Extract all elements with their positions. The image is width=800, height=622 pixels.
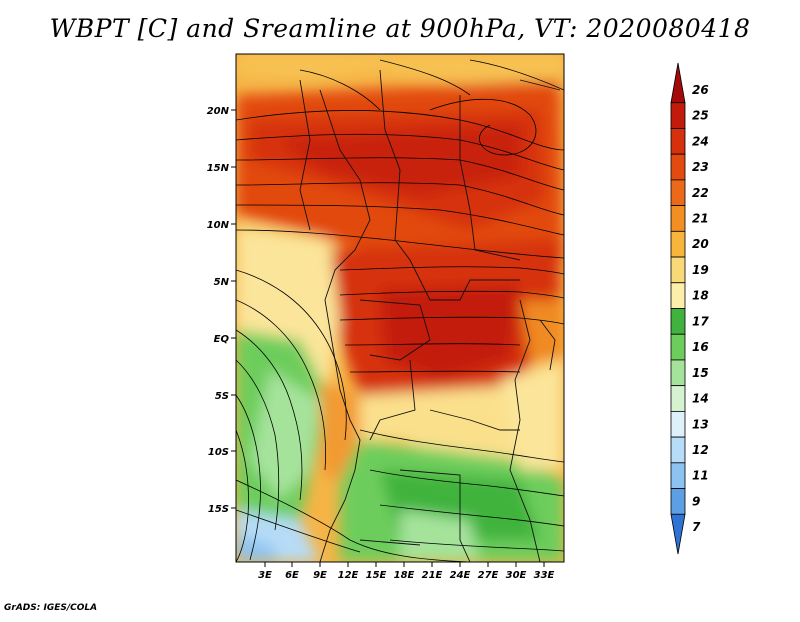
lat-label-eq: EQ <box>214 334 230 345</box>
colorbar-label: 22 <box>692 186 709 200</box>
colorbar-label: 23 <box>692 160 709 174</box>
colorbar-label: 9 <box>692 494 700 508</box>
colorbar-swatch <box>670 513 686 555</box>
colorbar-label: 12 <box>692 443 709 457</box>
lat-label-10s: 10S <box>208 447 229 458</box>
lon-label-27e: 27E <box>478 570 499 581</box>
grads-credit: GrADS: IGES/COLA <box>4 603 98 613</box>
lat-label-10n: 10N <box>207 220 230 231</box>
colorbar-swatch <box>670 256 686 284</box>
lon-label-6e: 6E <box>285 570 299 581</box>
colorbar-swatch <box>670 205 686 232</box>
colorbar-swatch <box>670 230 686 258</box>
lat-label-20n: 20N <box>207 106 230 117</box>
lon-label-18e: 18E <box>394 570 415 581</box>
colorbar: 26 25 24 23 22 21 20 19 18 17 16 15 14 13 12 11 9 7 <box>670 62 709 555</box>
colorbar-label: 25 <box>692 109 709 123</box>
lon-label-24e: 24E <box>450 570 471 581</box>
colorbar-swatch <box>670 333 686 361</box>
colorbar-swatch <box>670 308 686 335</box>
lon-label-9e: 9E <box>313 570 327 581</box>
colorbar-label: 19 <box>692 263 709 277</box>
lon-label-15e: 15E <box>366 570 387 581</box>
colorbar-label: 16 <box>692 340 709 354</box>
colorbar-swatch <box>670 62 686 104</box>
streamlines <box>236 59 564 562</box>
colorbar-label: 26 <box>692 83 709 97</box>
colorbar-swatch <box>670 153 686 181</box>
lat-label-15n: 15N <box>207 163 230 174</box>
lon-axis: 3E 6E 9E 12E 15E 18E 21E 24E 27E 30E 33E <box>258 562 555 581</box>
colorbar-label: 24 <box>692 134 709 148</box>
colorbar-swatch <box>670 410 686 438</box>
colorbar-label: 15 <box>692 366 709 380</box>
colorbar-label: 18 <box>692 289 709 303</box>
colorbar-label: 11 <box>692 469 709 483</box>
colorbar-label: 7 <box>692 520 701 534</box>
lon-label-12e: 12E <box>338 570 359 581</box>
colorbar-swatch <box>670 359 686 387</box>
colorbar-label: 14 <box>692 392 709 406</box>
colorbar-swatch <box>670 462 686 489</box>
colorbar-label: 21 <box>692 211 709 225</box>
map-boundaries <box>299 69 561 562</box>
colorbar-swatch <box>670 385 686 412</box>
colorbar-swatch <box>670 436 686 464</box>
chart-title: WBPT [C] and Sreamline at 900hPa, VT: 20… <box>49 14 751 43</box>
lon-label-33e: 33E <box>534 570 555 581</box>
lat-axis: 20N 15N 10N 5N EQ 5S 10S 15S <box>207 106 236 515</box>
lat-label-15s: 15S <box>208 504 229 515</box>
colorbar-swatch <box>670 128 686 155</box>
lon-label-21e: 21E <box>422 570 443 581</box>
colorbar-label: 20 <box>692 237 709 251</box>
colorbar-swatch <box>670 179 686 207</box>
colorbar-swatch <box>670 102 686 129</box>
colorbar-swatch <box>670 488 686 515</box>
lon-label-3e: 3E <box>258 570 272 581</box>
wbpt-shading <box>236 54 564 562</box>
colorbar-swatch <box>670 282 686 309</box>
colorbar-label: 17 <box>692 314 709 328</box>
lon-label-30e: 30E <box>506 570 527 581</box>
map-frame <box>235 53 565 563</box>
colorbar-label: 13 <box>692 417 709 431</box>
lat-label-5s: 5S <box>215 391 229 402</box>
lat-label-5n: 5N <box>214 277 230 288</box>
